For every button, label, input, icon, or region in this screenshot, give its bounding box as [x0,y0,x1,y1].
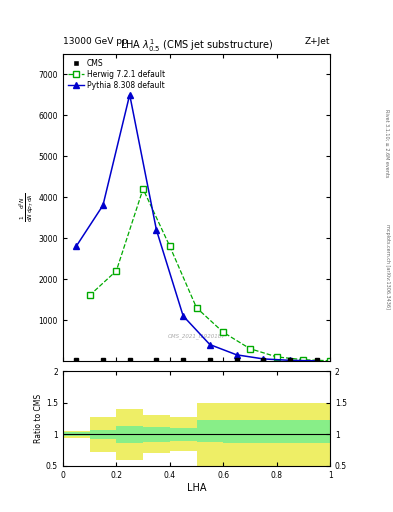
Text: CMS_2021_I1920187: CMS_2021_I1920187 [168,333,225,339]
X-axis label: LHA: LHA [187,482,206,493]
Legend: CMS, Herwig 7.2.1 default, Pythia 8.308 default: CMS, Herwig 7.2.1 default, Pythia 8.308 … [67,57,166,92]
Y-axis label: Ratio to CMS: Ratio to CMS [34,394,43,443]
Text: Rivet 3.1.10; ≥ 2.6M events: Rivet 3.1.10; ≥ 2.6M events [385,109,389,178]
Text: mcplots.cern.ch [arXiv:1306.3436]: mcplots.cern.ch [arXiv:1306.3436] [385,224,389,309]
Text: Z+Jet: Z+Jet [305,37,330,46]
Text: 13000 GeV pp: 13000 GeV pp [63,37,128,46]
Title: LHA $\lambda^{1}_{0.5}$ (CMS jet substructure): LHA $\lambda^{1}_{0.5}$ (CMS jet substru… [120,37,273,54]
Y-axis label: $\frac{1}{\mathrm{d}N}\frac{\mathrm{d}^2N}{\mathrm{d}p_T\,\mathrm{d}\lambda}$: $\frac{1}{\mathrm{d}N}\frac{\mathrm{d}^2… [18,193,36,222]
